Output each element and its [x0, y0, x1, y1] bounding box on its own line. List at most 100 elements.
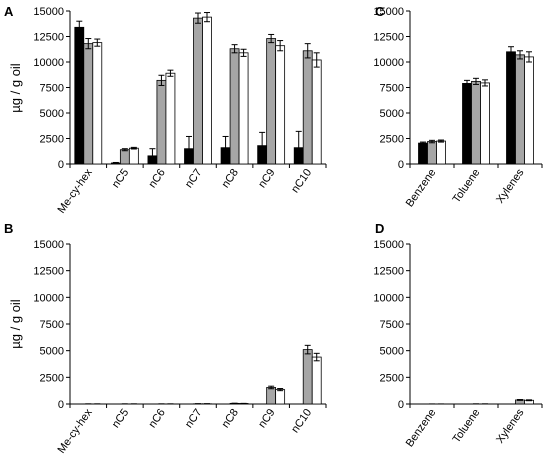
- y-tick-label: 2500: [40, 134, 64, 146]
- error-bar: [304, 344, 311, 355]
- y-tick-label: 12500: [373, 266, 404, 278]
- bar: [110, 162, 121, 165]
- error-bar: [295, 130, 302, 148]
- panel-label: A: [4, 4, 14, 19]
- error-bar: [240, 48, 247, 57]
- error-bar: [167, 69, 174, 77]
- error-bar: [259, 131, 266, 146]
- y-tick-label: 5000: [380, 108, 404, 120]
- bar: [462, 83, 472, 165]
- y-tick-label: 2500: [380, 372, 404, 384]
- y-tick-label: 15000: [373, 239, 404, 251]
- y-tick-label: 5000: [40, 108, 64, 120]
- bar: [311, 59, 322, 165]
- error-bar: [186, 135, 192, 149]
- y-tick-label: 15000: [373, 6, 404, 18]
- x-tick-label: Benzene: [404, 407, 439, 449]
- error-bar: [304, 43, 311, 59]
- error-bar: [94, 38, 101, 47]
- x-tick-label: nC10: [289, 407, 314, 435]
- bar: [418, 142, 428, 165]
- y-tick-label: 10000: [373, 57, 404, 69]
- bar: [202, 16, 212, 165]
- error-bar: [482, 79, 488, 87]
- error-bar: [277, 40, 284, 52]
- y-tick-label: 2500: [380, 134, 404, 146]
- chart-panel-a: Aµg / g oil 0 2500 5000 7500 10000 12500 15000 M…: [4, 4, 327, 216]
- y-tick-label: 0: [58, 159, 64, 171]
- y-tick-label: 2500: [40, 372, 64, 384]
- error-bar: [195, 12, 201, 24]
- x-tick-label: Me-cy-hex: [55, 406, 95, 455]
- x-tick-label: nC5: [110, 407, 131, 430]
- bar: [193, 17, 203, 165]
- bar: [302, 349, 313, 405]
- error-bar: [268, 33, 275, 44]
- error-bar: [517, 50, 523, 60]
- panel-label: D: [375, 221, 384, 236]
- y-tick-label: 5000: [380, 346, 404, 358]
- chart-panel-c: C 0 2500 5000 7500 10000 12500 15000 Benzene Tolu…: [373, 4, 543, 209]
- bar: [506, 51, 516, 165]
- bar: [427, 141, 437, 165]
- bar: [480, 82, 490, 165]
- error-bar: [112, 161, 119, 163]
- panel-label: C: [375, 4, 385, 19]
- x-tick-label: nC7: [183, 167, 204, 190]
- error-bar: [429, 139, 435, 144]
- error-bar: [231, 44, 238, 54]
- bar: [275, 45, 286, 165]
- x-tick-label: nC5: [110, 167, 131, 190]
- y-tick-label: 7500: [40, 83, 64, 95]
- bar: [238, 52, 249, 165]
- bar: [83, 43, 94, 165]
- error-bar: [121, 148, 128, 152]
- error-bar: [76, 20, 83, 28]
- x-tick-label: Toluene: [451, 167, 483, 205]
- x-tick-label: nC6: [146, 407, 167, 430]
- error-bar: [438, 139, 444, 143]
- error-bar: [149, 148, 156, 156]
- bar: [165, 72, 176, 165]
- error-bar: [222, 135, 229, 148]
- y-tick-label: 7500: [380, 319, 404, 331]
- error-bar: [313, 52, 320, 68]
- y-tick-label: 15000: [33, 239, 64, 251]
- error-bar: [526, 51, 532, 63]
- y-tick-label: 12500: [373, 32, 404, 44]
- y-tick-label: 10000: [33, 57, 64, 69]
- chart-panel-b: Bµg / g oil 0 2500 5000 7500 10000 12500 15000 M…: [4, 221, 327, 456]
- chart-panel-d: D 0 2500 5000 7500 10000 12500 15000 Benzene Tolu…: [373, 221, 543, 449]
- y-axis-label: µg / g oil: [8, 63, 23, 113]
- bar: [266, 387, 277, 405]
- y-axis-label: µg / g oil: [8, 299, 23, 349]
- bar: [257, 145, 268, 165]
- bar: [311, 356, 322, 405]
- bar: [220, 147, 231, 165]
- bar: [524, 56, 534, 165]
- panel-label: B: [4, 221, 13, 236]
- bar: [156, 79, 167, 165]
- bar: [119, 149, 130, 165]
- y-tick-label: 7500: [380, 83, 404, 95]
- x-tick-label: nC10: [289, 167, 314, 195]
- bar: [471, 80, 481, 165]
- x-tick-label: Xylenes: [494, 406, 527, 445]
- bar: [266, 38, 277, 165]
- bar: [436, 140, 446, 165]
- bar: [184, 148, 194, 165]
- x-tick-label: nC8: [220, 407, 241, 430]
- error-bar: [313, 352, 320, 362]
- error-bar: [464, 79, 470, 84]
- y-tick-label: 7500: [40, 319, 64, 331]
- bar: [147, 155, 158, 165]
- y-tick-label: 5000: [40, 346, 64, 358]
- error-bar: [268, 385, 275, 390]
- y-tick-label: 0: [58, 399, 64, 411]
- bar: [302, 50, 313, 165]
- x-tick-label: nC9: [256, 407, 277, 430]
- bar: [229, 48, 240, 165]
- error-bar: [85, 38, 92, 50]
- error-bar: [420, 141, 426, 144]
